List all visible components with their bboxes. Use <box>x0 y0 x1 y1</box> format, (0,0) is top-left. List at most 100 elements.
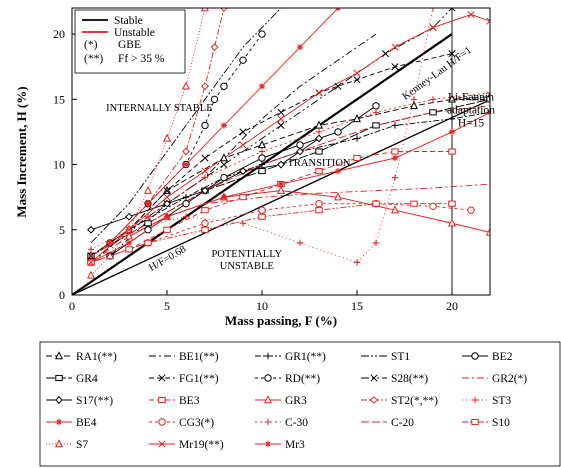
legend-label-mr19: Mr19(**) <box>179 439 224 451</box>
data-point-fg1 <box>163 187 171 195</box>
legend-marker-st3 <box>471 396 479 404</box>
data-point-s17 <box>201 186 209 195</box>
data-point-s10 <box>410 200 418 207</box>
data-point-st2 <box>201 82 209 91</box>
data-point-s28 <box>448 8 456 12</box>
series-line-gr1 <box>90 111 490 257</box>
data-point-c-30 <box>258 148 266 155</box>
data-point-be4 <box>334 167 342 175</box>
data-point-s17 <box>277 160 285 169</box>
data-point-st3 <box>182 213 190 220</box>
data-point-be4 <box>391 154 399 162</box>
plot-area: INTERNALLY STABLE TRANSITION POTENTIALLYUN… <box>53 7 495 313</box>
x-tick-label: 20 <box>446 299 458 313</box>
data-point-gr4 <box>144 220 152 227</box>
legend-item-gr1: GR1(**) <box>255 351 326 363</box>
data-point-mr19 <box>391 43 399 51</box>
legend-marker-be2 <box>471 352 479 360</box>
legend-label-s17: S17(**) <box>76 395 113 407</box>
y-tick-label: 15 <box>53 92 65 106</box>
legend-item-gr4: GR4 <box>46 373 98 385</box>
annotation-transition: TRANSITION <box>288 158 351 169</box>
data-point-st3 <box>239 220 247 227</box>
data-point-gr3 <box>333 192 343 201</box>
legend-label-gr4: GR4 <box>76 373 98 385</box>
data-point-mr3 <box>258 83 266 90</box>
y-tick-label: 10 <box>53 158 65 172</box>
legend-item-be2: BE2 <box>462 351 513 363</box>
series-markers <box>86 8 490 279</box>
legend-marker-be3 <box>158 396 166 404</box>
data-point-st3 <box>391 174 399 181</box>
legend-label-be3: BE3 <box>179 395 200 407</box>
data-point-st2 <box>182 147 190 156</box>
data-point-mr19 <box>429 24 437 32</box>
legend-marker-s7 <box>54 439 64 448</box>
data-point-mr19 <box>277 115 285 123</box>
data-point-gr3 <box>124 231 134 240</box>
legend-label-stable: Stable <box>114 15 143 27</box>
annotation-unstable: UNSTABLE <box>220 261 274 272</box>
legend-marker-ra1 <box>54 351 64 360</box>
data-point-be4 <box>163 213 171 220</box>
annotation-li-fannin: Li-Fannin <box>448 92 494 104</box>
data-point-be2 <box>182 199 190 208</box>
series-line-be3 <box>90 151 452 263</box>
data-point-cg3 <box>258 206 266 214</box>
legend-note-text: GBE <box>118 39 141 51</box>
legend-item-st3: ST3 <box>462 395 511 407</box>
data-point-s10 <box>258 213 266 220</box>
annotation-potentially: POTENTIALLY <box>211 249 282 260</box>
series-line-mr19 <box>90 14 490 263</box>
legend-label-st1: ST1 <box>391 351 410 363</box>
series-legend-box <box>39 341 561 467</box>
data-point-mr19 <box>467 10 475 19</box>
legend-marker-s28 <box>370 374 378 382</box>
legend-item-s28: S28(**) <box>361 373 428 385</box>
data-point-ra1 <box>447 94 457 103</box>
data-point-c-30 <box>429 96 437 103</box>
legend-item-fg1: FG1(**) <box>149 373 219 385</box>
legend-label-s10: S10 <box>492 417 510 429</box>
legend-label-st3: ST3 <box>492 395 511 407</box>
legend-item-st2: ST2(*,**) <box>361 395 438 407</box>
data-point-gr1 <box>182 193 190 201</box>
data-point-mr3 <box>144 200 152 207</box>
data-point-fg1 <box>391 63 399 71</box>
data-point-cg3 <box>201 219 209 227</box>
data-point-mr19 <box>87 258 95 266</box>
data-point-c-30 <box>372 109 380 116</box>
data-point-gr4 <box>315 148 323 155</box>
data-point-ra1 <box>219 153 229 162</box>
data-point-gr3 <box>447 218 457 227</box>
legend-marker-rd <box>264 374 272 382</box>
data-point-gr3 <box>485 227 490 236</box>
y-axis-label: Mass Increment, H (%) <box>14 86 29 217</box>
legend-label-gr1: GR1(**) <box>285 351 326 363</box>
legend-marker-s10 <box>471 418 479 426</box>
data-point-rd <box>220 82 228 90</box>
legend-item-c-20: C-20 <box>361 417 414 429</box>
data-point-s28 <box>220 160 228 169</box>
data-point-be3 <box>201 207 209 214</box>
data-point-st2 <box>220 8 228 12</box>
data-point-cg3 <box>467 206 475 214</box>
data-point-mr3 <box>106 239 114 247</box>
data-point-ra1 <box>314 120 324 129</box>
series-line-rd <box>109 33 263 244</box>
data-point-mr19 <box>486 17 490 25</box>
legend-item-gr2: GR2(*) <box>462 373 527 385</box>
data-point-fg1 <box>353 76 361 84</box>
data-point-s10 <box>448 200 456 207</box>
annotation-h-15: H=15 <box>458 118 485 130</box>
data-point-be2 <box>334 128 342 136</box>
data-point-st2 <box>210 43 219 52</box>
data-point-c-30 <box>144 213 152 220</box>
legend-item-mr19: Mr19(**) <box>149 439 224 451</box>
data-point-be3 <box>239 194 247 201</box>
legend-note-text: Ff > 35 % <box>118 53 165 65</box>
series-line-c-30 <box>90 92 490 257</box>
data-point-s7 <box>181 81 191 90</box>
legend-label-cg3: CG3(*) <box>179 417 214 429</box>
legend-label-be2: BE2 <box>492 351 513 363</box>
